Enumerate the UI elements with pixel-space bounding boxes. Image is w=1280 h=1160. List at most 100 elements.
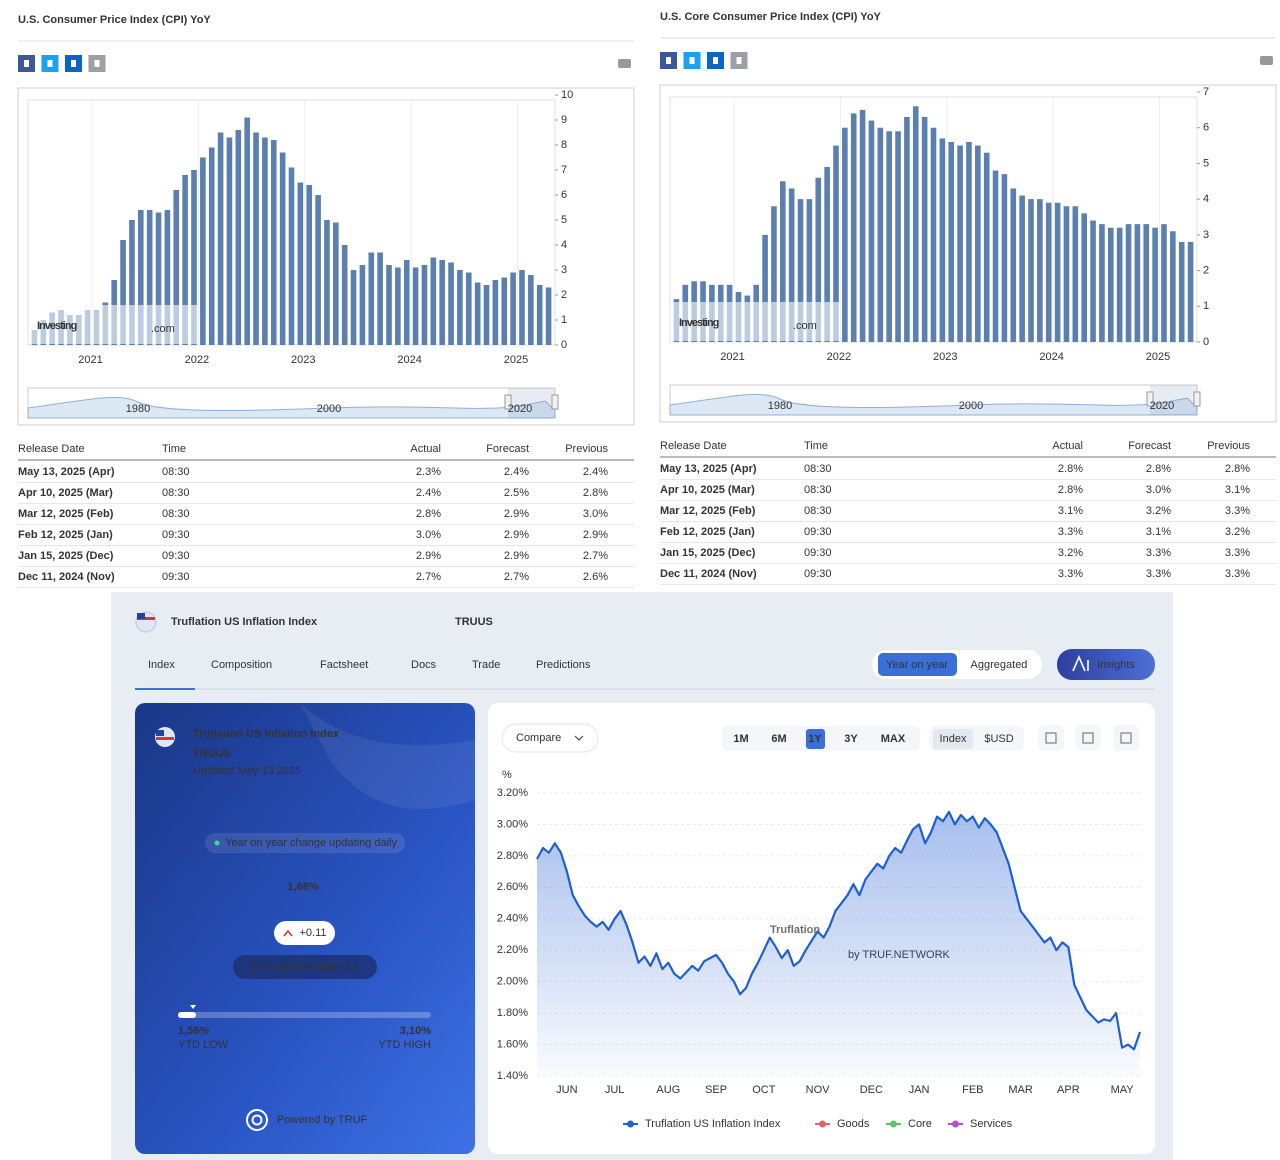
bar [921,117,928,342]
y-tick-label: 2.00% [497,976,528,988]
table-cell: Mar 12, 2025 (Feb) [18,508,114,520]
range-button[interactable]: 3Y [844,733,858,745]
y-tick-label: 3.00% [497,818,528,830]
x-tick-label: 2021 [720,351,744,363]
x-tick-label: 2023 [933,351,957,363]
bar [288,167,295,345]
bar [138,210,144,345]
bar [315,195,321,345]
table-cell: 3.3% [1146,568,1171,580]
bar [333,222,339,345]
bls-pill [233,955,377,979]
y-tick-label: 2.80% [497,850,528,862]
print-icon[interactable] [618,59,631,68]
y-tick-label: 7 [561,164,567,176]
share-icon [666,57,671,64]
bar [771,206,777,342]
legend-label[interactable]: Services [970,1118,1013,1130]
x-tick-label: NOV [806,1084,831,1096]
tab[interactable]: Factsheet [320,659,368,671]
ytd-low-label: YTD LOW [178,1039,229,1051]
navigator-handle[interactable] [1146,391,1154,407]
x-tick-label: JUL [605,1084,625,1096]
bar [762,234,768,342]
tab[interactable]: Index [148,659,175,671]
table-cell: Feb 12, 2025 (Jan) [660,526,755,538]
insights-button[interactable] [1057,649,1155,680]
table-cell: 08:30 [804,484,832,496]
table-cell: 09:30 [162,550,190,562]
toggle[interactable]: Aggregated [971,659,1028,671]
insights-icon [1072,654,1089,672]
bar [457,270,463,345]
x-tick-label: 2024 [1039,351,1063,363]
bar [306,185,313,345]
ytd-low-value: 1,56% [178,1025,209,1037]
icon-button[interactable] [1113,725,1139,751]
icon-button[interactable] [1075,725,1101,751]
table-cell: Feb 12, 2025 (Jan) [18,529,113,541]
navigator-label: 2020 [508,403,532,415]
bar [815,177,822,342]
card-wave [300,703,475,809]
bar [930,127,937,342]
x-tick-label: FEB [962,1084,983,1096]
bar [448,262,454,345]
table-cell: 2.9% [504,550,529,562]
bar [279,152,286,345]
navigator-handle[interactable] [551,394,559,410]
legend-label[interactable]: Core [908,1118,932,1130]
x-tick-label: OCT [752,1084,776,1096]
card-flag-canton [156,730,164,736]
range-track [178,1012,431,1018]
bar [912,106,919,343]
bar [412,267,419,345]
table-cell: Apr 10, 2025 (Mar) [18,487,113,499]
share-icon [713,57,718,64]
legend-label[interactable]: Truflation US Inflation Index [645,1118,781,1130]
x-tick-label: MAR [1008,1084,1033,1096]
table-cell: 3.3% [1058,526,1083,538]
bar [528,275,534,345]
bar [824,167,830,342]
print-icon[interactable] [1260,56,1273,65]
legend-label[interactable]: Goods [837,1118,870,1130]
table-cell: 3.3% [1058,568,1083,580]
bar [1187,242,1194,342]
tab[interactable]: Docs [411,659,437,671]
x-tick-label: 2021 [78,354,102,366]
range-button[interactable]: MAX [881,733,906,745]
tab[interactable]: Composition [211,659,272,671]
bar [182,175,188,345]
range-button[interactable]: 1M [733,733,748,745]
unit-button[interactable]: $USD [984,733,1013,745]
range-fill [178,1012,196,1018]
share-icon [71,60,76,67]
unit-button[interactable]: Index [940,733,967,745]
compare-button[interactable] [501,723,599,753]
toggle[interactable]: Year on year [886,659,948,671]
x-tick-label: APR [1057,1084,1080,1096]
y-tick-label: 9 [561,114,567,126]
tab[interactable]: Trade [472,659,500,671]
tab[interactable]: Predictions [536,659,591,671]
range-button[interactable]: 1Y [808,733,822,745]
navigator-handle[interactable] [504,394,512,410]
bar [806,199,813,342]
bar [983,152,990,342]
bar [270,140,277,345]
share-icon [736,57,742,64]
table-cell: 2.4% [416,487,441,499]
y-tick-label: 2.20% [497,944,528,956]
navigator-handle[interactable] [1193,391,1201,407]
truf-logo [246,1109,268,1131]
bar [868,120,875,342]
range-button[interactable]: 6M [771,733,786,745]
icon-button[interactable] [1038,725,1064,751]
bar [377,252,383,345]
table-cell: 09:30 [804,547,832,559]
navigator-window [508,388,555,418]
y-tick-label: 2 [561,289,567,301]
card-ticker: TRUUS [193,748,231,760]
